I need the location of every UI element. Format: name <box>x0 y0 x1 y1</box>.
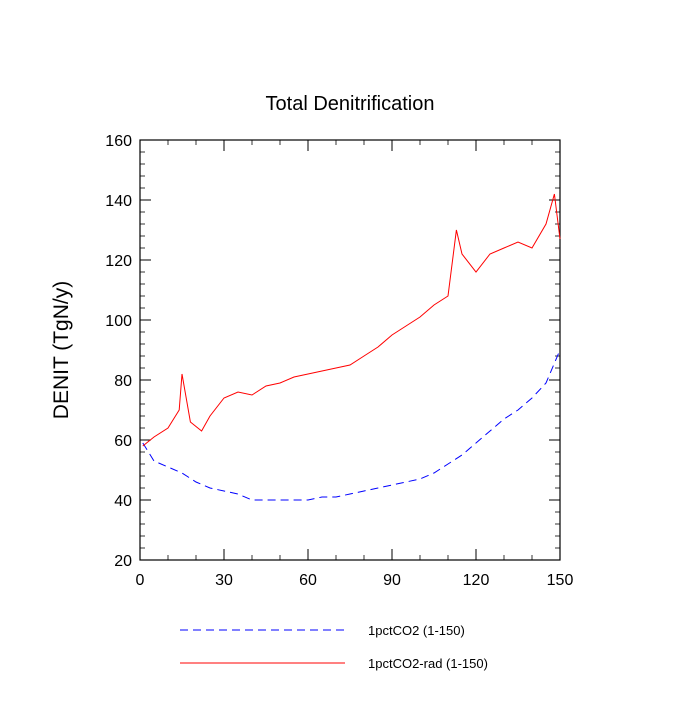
plot-area: 0 30 60 90 120 150 20 40 60 80 100 120 140 160 <box>105 133 573 589</box>
y-tick-label: 80 <box>114 373 132 390</box>
y-tick-label: 40 <box>114 493 132 510</box>
y-tick-label: 60 <box>114 433 132 450</box>
legend-label-1: 1pctCO2 (1-150) <box>368 623 465 638</box>
y-tick-label: 140 <box>105 193 132 210</box>
x-tick-label: 60 <box>299 572 317 589</box>
y-tick-label: 120 <box>105 253 132 270</box>
chart-title: Total Denitrification <box>266 93 435 115</box>
series-line-1 <box>142 349 561 501</box>
series-line-2 <box>142 193 561 447</box>
x-tick-label: 0 <box>136 572 145 589</box>
y-tick-label: 100 <box>105 313 132 330</box>
x-tick-label: 150 <box>547 572 574 589</box>
x-tick-label: 120 <box>463 572 490 589</box>
legend: 1pctCO2 (1-150) 1pctCO2-rad (1-150) <box>180 623 488 671</box>
y-tick-label: 160 <box>105 133 132 150</box>
y-tick-label: 20 <box>114 553 132 570</box>
legend-label-2: 1pctCO2-rad (1-150) <box>368 656 488 671</box>
x-tick-label: 30 <box>215 572 233 589</box>
y-axis-label: DENIT (TgN/y) <box>50 281 73 419</box>
plot-frame <box>139 139 561 561</box>
x-tick-label: 90 <box>383 572 401 589</box>
